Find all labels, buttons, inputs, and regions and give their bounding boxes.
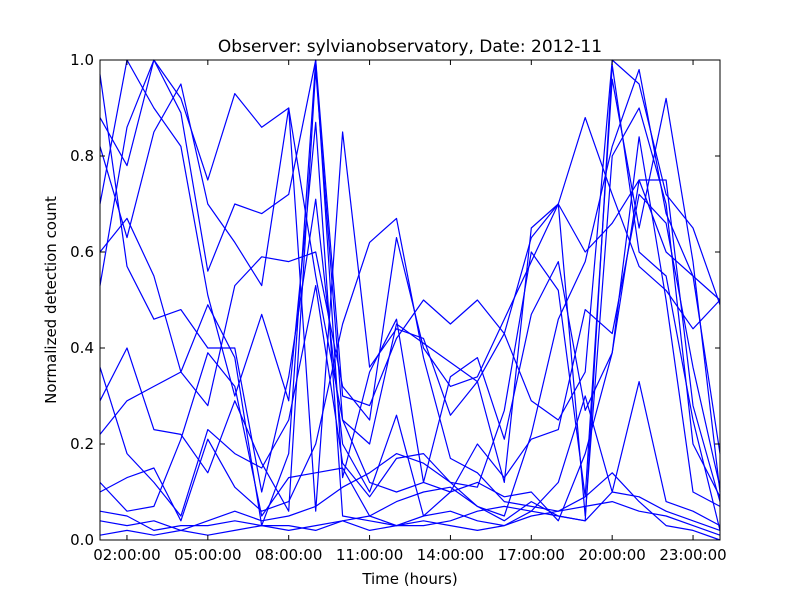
x-tick-label: 23:00:00 [659,546,726,564]
y-tick-label: 0.6 [70,243,94,261]
y-axis-label: Normalized detection count [42,196,60,404]
x-tick-label: 14:00:00 [417,546,484,564]
plot-area [100,60,720,540]
series-line-4 [99,83,721,517]
y-tick-label: 1.0 [70,51,94,69]
x-tick-label: 17:00:00 [498,546,565,564]
series-line-12 [99,491,721,532]
x-tick-label: 08:00:00 [255,546,322,564]
y-axis-ticks: 0.0 0.2 0.4 0.6 0.8 1.0 [70,51,720,549]
series-line-13 [99,74,721,517]
x-tick-label: 11:00:00 [336,546,403,564]
series-line-7 [99,64,721,532]
series-line-11 [99,217,721,541]
series-layer [99,59,721,541]
x-tick-label: 02:00:00 [93,546,160,564]
series-line-9 [99,68,721,522]
series-line-14 [99,59,721,527]
series-line-10 [99,59,721,527]
chart-title: Observer: sylvianobservatory, Date: 2012… [218,37,602,57]
y-tick-label: 0.2 [70,435,94,453]
x-axis-ticks: 02:00:00 05:00:00 08:00:00 11:00:00 14:00:00… [93,60,727,564]
series-line-8 [99,501,721,536]
y-tick-label: 0.4 [70,339,94,357]
y-tick-label: 0.0 [70,531,94,549]
x-tick-label: 05:00:00 [174,546,241,564]
series-line-6 [99,68,721,517]
x-tick-label: 20:00:00 [578,546,645,564]
series-line-2 [99,59,721,421]
y-tick-label: 0.8 [70,147,94,165]
plot-frame [99,59,721,541]
series-line-5 [99,78,721,517]
x-axis-label: Time (hours) [361,570,457,588]
series-line-3 [99,179,721,421]
